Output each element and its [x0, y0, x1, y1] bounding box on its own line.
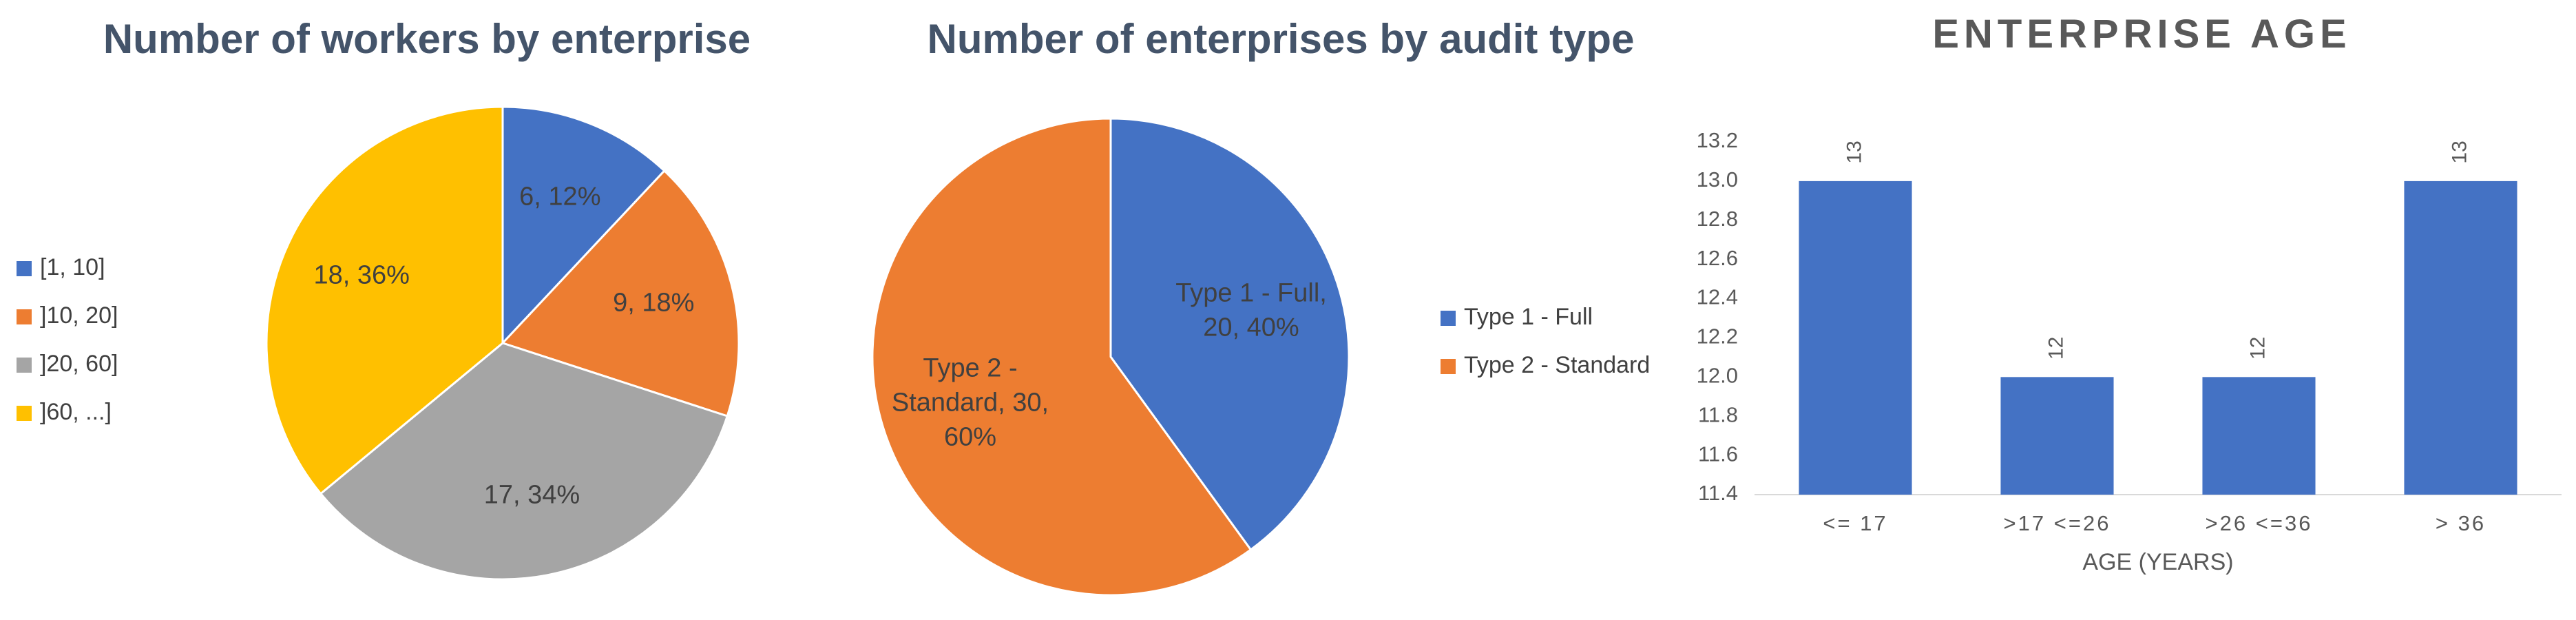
age-y-tick-label: 11.8	[1698, 402, 1738, 426]
audit-data-label-type-1-full: Type 1 - Full, 20, 40%	[1175, 279, 1327, 342]
audit-legend-label-type-2-standard: Type 2 - Standard	[1464, 352, 1650, 378]
workers-data-label-60: 18, 36%	[313, 261, 409, 290]
age-x-tick-label-17-26: >17 <=26	[2004, 511, 2111, 535]
audit-legend-swatch-type-2-standard	[1441, 359, 1456, 374]
age-x-tick-label-17: <= 17	[1823, 511, 1887, 535]
age-bar-title: ENTERPRISE AGE	[1932, 12, 2352, 56]
age-y-tick-label: 12.2	[1697, 324, 1738, 349]
workers-legend-label-20-60: ]20, 60]	[40, 351, 118, 377]
workers-pie-title: Number of workers by enterprise	[103, 16, 751, 62]
audit-pie-panel: Number of enterprises by audit type Type…	[854, 0, 1708, 620]
age-bar-26-36	[2202, 377, 2316, 495]
workers-slice-1-10	[501, 105, 666, 346]
audit-pie-chart: Type 1 - Full, 20, 40% Type 2 -Standard, 3…	[871, 117, 1650, 597]
age-x-tick-label-26-36: >26 <=36	[2206, 511, 2313, 535]
audit-slice-type-2-standard	[871, 117, 1253, 597]
workers-legend-label-10-20: ]10, 20]	[40, 302, 118, 329]
audit-pie-title: Number of enterprises by audit type	[927, 16, 1635, 62]
workers-data-label-20-60: 17, 34%	[484, 480, 580, 509]
age-y-tick-label: 12.0	[1697, 364, 1738, 388]
age-bar-17	[1799, 180, 1912, 495]
workers-legend-label-60: ]60, ...]	[40, 399, 112, 425]
workers-data-label-10-20: 9, 18%	[613, 289, 694, 318]
age-bar-chart: 11.4 11.6 11.8 12.0 12.2 12.4 12.6 12.8 13.0 13.2…	[1697, 128, 2562, 575]
workers-legend-label-1-10: [1, 10]	[40, 254, 105, 280]
age-y-tick-label: 13.2	[1697, 128, 1738, 152]
age-bar-17-26	[2000, 377, 2114, 495]
workers-legend-swatch-10-20	[17, 309, 32, 324]
age-bar-value-label-36: 13	[2448, 141, 2471, 163]
audit-data-label-type-2-standard: Type 2 -Standard, 30, 60%	[892, 353, 1049, 451]
audit-legend-label-type-1-full: Type 1 - Full	[1464, 304, 1593, 330]
age-y-tick-label: 11.4	[1698, 481, 1738, 505]
age-y-tick-label: 12.4	[1697, 285, 1738, 309]
age-x-axis-title: AGE (YEARS)	[2082, 549, 2233, 575]
workers-legend-swatch-1-10	[17, 261, 32, 276]
age-bar-36	[2404, 180, 2517, 495]
age-y-tick-label: 13.0	[1697, 167, 1738, 192]
age-bar-value-label-26-36: 12	[2246, 337, 2269, 360]
audit-legend-swatch-type-1-full	[1441, 311, 1456, 326]
workers-legend-swatch-60	[17, 406, 32, 421]
age-y-tick-label: 12.6	[1697, 246, 1738, 270]
workers-slice-60	[265, 105, 504, 495]
age-y-tick-label: 12.8	[1697, 207, 1738, 231]
audit-slice-type-1-full	[1109, 117, 1350, 552]
workers-pie-panel: Number of workers by enterprise 6, 12% 9,…	[0, 0, 854, 620]
age-y-tick-label: 11.6	[1698, 442, 1738, 466]
workers-slice-20-60	[319, 342, 729, 581]
age-bar-value-label-17: 13	[1843, 141, 1865, 163]
age-bar-panel: ENTERPRISE AGE 11.4 11.6 11.8 12.0 12.2 12.4 1…	[1697, 0, 2576, 620]
workers-slice-10-20	[501, 169, 740, 417]
workers-pie-chart: 6, 12% 9, 18% 17, 34% 18, 36% [1, 10] ]10, 20…	[17, 105, 740, 581]
workers-data-label-1-10: 6, 12%	[519, 183, 600, 211]
age-bar-value-label-17-26: 12	[2044, 337, 2067, 360]
age-x-tick-label-36: > 36	[2436, 511, 2486, 535]
workers-legend-swatch-20-60	[17, 358, 32, 373]
